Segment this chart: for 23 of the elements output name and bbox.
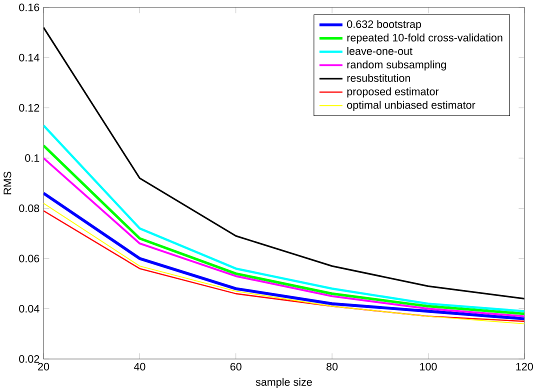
- legend-label: repeated 10-fold cross-validation: [347, 34, 502, 44]
- y-tick-label: 0.14: [19, 54, 40, 62]
- y-tick-label: 0.06: [19, 254, 40, 263]
- y-tick-label: 0.1: [25, 154, 40, 162]
- x-tick-label: 20: [38, 363, 50, 371]
- x-axis-title: sample size: [256, 378, 312, 388]
- x-tick-label: 40: [134, 363, 146, 371]
- legend-label: resubstitution: [347, 74, 410, 82]
- legend-label: proposed estimator: [347, 88, 439, 98]
- x-tick-label: 100: [420, 363, 437, 371]
- x-tick-label: 60: [230, 363, 242, 371]
- x-tick-label: 80: [326, 363, 338, 371]
- y-tick-label: 0.04: [19, 305, 40, 313]
- legend-label: random subsampling: [347, 60, 446, 71]
- x-tick-label: 120: [516, 363, 533, 371]
- y-tick-label: 0.12: [19, 104, 40, 112]
- y-tick-label: 0.02: [19, 355, 40, 364]
- y-tick-label: 0.08: [19, 204, 40, 212]
- y-tick-label: 0.16: [19, 4, 40, 12]
- legend-label: optimal unbiased estimator: [347, 101, 476, 112]
- y-axis-title: RMS: [4, 172, 12, 194]
- legend-label: 0.632 bootstrap: [347, 20, 422, 30]
- legend-label: leave-one-out: [347, 47, 412, 56]
